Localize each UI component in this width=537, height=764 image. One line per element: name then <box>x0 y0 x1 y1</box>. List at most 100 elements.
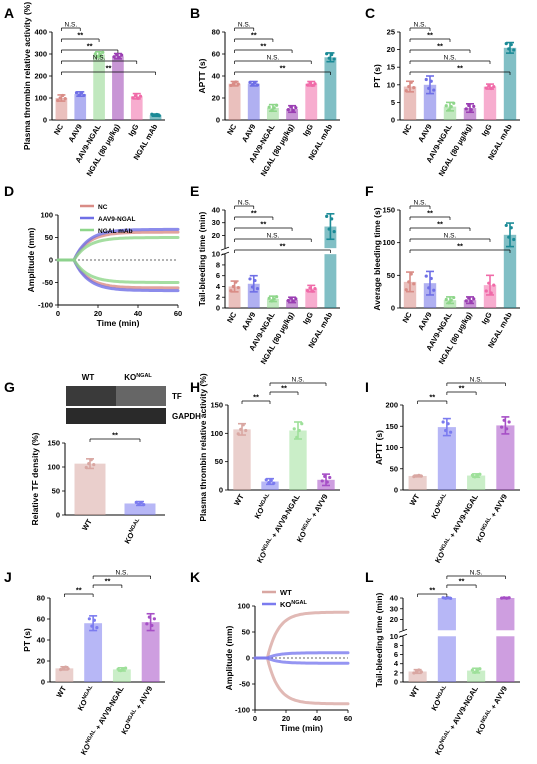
panel-j-data-point <box>61 666 65 670</box>
panel-l-data-point <box>473 670 477 674</box>
panel-c-y-tick-label: 20 <box>387 45 395 54</box>
panel-j-significance: ** <box>105 577 111 586</box>
panel-e-data-point <box>272 297 276 301</box>
panel-i-bar <box>467 475 486 490</box>
panel-l-y-tick-label: 6 <box>394 650 398 659</box>
panel-h-data-point <box>272 481 276 485</box>
panel-c-data-point <box>427 86 431 90</box>
panel-f-data-point <box>509 226 513 230</box>
panel-d-legend-label: NGAL mAb <box>98 228 133 235</box>
panel-i-x-tick-label: WT <box>408 492 422 507</box>
panel-a-data-point <box>61 93 65 98</box>
panel-j-data-point <box>59 668 63 672</box>
panel-b-significance: ** <box>251 31 257 40</box>
panel-l-data-point <box>419 670 423 674</box>
panel-a-data-point <box>77 93 81 97</box>
panel-g-y-tick-label: 100 <box>47 463 60 472</box>
panel-h-data-point <box>269 478 273 482</box>
panel-l-axis-break-mark <box>398 633 408 638</box>
panel-l-y-label: Tail-bleeding time (min) <box>374 592 384 687</box>
panel-c-bar <box>403 86 417 120</box>
panel-a-data-point <box>138 94 143 98</box>
panel-b-data-point <box>305 83 310 87</box>
panel-f-data-point <box>452 295 456 300</box>
panel-label-f: F <box>365 183 374 199</box>
panel-d-x-tick-label: 20 <box>94 309 102 318</box>
panel-e-bar <box>286 299 299 308</box>
panel-c-x-tick-label: NC <box>401 122 415 136</box>
panel-k-legend-label: WT <box>280 588 292 597</box>
panel-j-y-tick-label: 0 <box>41 678 45 687</box>
panel-e-data-point <box>325 214 329 218</box>
panel-i-significance: ** <box>429 393 435 402</box>
panel-g-data-point <box>89 458 93 462</box>
panel-h-data-point <box>297 428 301 433</box>
panel-a-data-point <box>157 114 161 118</box>
panel-e-significance: ** <box>260 220 266 229</box>
panel-c-bar <box>463 108 477 120</box>
panel-h-significance: N.S. <box>292 377 305 384</box>
panel-l-y-tick-label: 2 <box>394 668 398 677</box>
panel-d-legend-label: NC <box>98 204 108 211</box>
panel-c-bar <box>443 106 457 120</box>
panel-f-data-point <box>407 280 411 284</box>
panel-b-data-point <box>325 52 329 56</box>
panel-i-data-point <box>500 425 504 429</box>
panel-l-x-tick-label: KONGAL + AVV9 <box>474 685 509 736</box>
panel-l-y-tick-label: 20 <box>390 615 398 624</box>
panel-l-data-point <box>412 671 416 675</box>
panel-i-data-point <box>475 473 479 478</box>
panel-label-a: A <box>4 5 14 21</box>
panel-e-axis-break-mark <box>220 246 230 251</box>
panel-b-bar <box>266 107 279 120</box>
panel-c-data-point <box>424 77 428 82</box>
panel-a-data-point <box>96 54 100 59</box>
panel-e-y-tick-label: 20 <box>212 231 220 240</box>
panel-j-y-label: PT (s) <box>22 628 32 652</box>
panel-g-blot-label-ko: KONGAL <box>124 373 152 382</box>
panel-g-significance: ** <box>112 431 118 440</box>
panel-g-data-point <box>92 463 96 467</box>
panel-e-y-label: Tail-bleeding time (min) <box>197 211 207 306</box>
panel-a-data-point <box>115 53 119 57</box>
panel-l-y-tick-label: 40 <box>390 594 398 603</box>
panel-a-bar <box>130 96 143 120</box>
panel-l-data-point <box>470 668 474 672</box>
panel-l-axis-break <box>400 630 406 637</box>
panel-a-significance: ** <box>106 64 112 73</box>
panel-f-y-tick-label: 50 <box>387 271 395 280</box>
panel-a-x-tick-label: NC <box>52 122 66 136</box>
panel-e-y-tick-label: 10 <box>212 250 220 259</box>
panel-h-data-point <box>267 481 271 485</box>
panel-a-x-tick-label: IgG <box>126 122 140 137</box>
panel-h-data-point <box>300 422 304 426</box>
panel-a-data-point <box>63 97 67 101</box>
panel-a-y-tick-label: 300 <box>34 50 47 59</box>
panel-i-significance: N.S. <box>470 377 483 384</box>
panel-b-bar <box>247 83 260 120</box>
panel-e-y-tick-label: 4 <box>216 282 221 291</box>
panel-j-bar <box>84 623 103 682</box>
panel-h-bar <box>289 430 307 490</box>
panel-a-data-point <box>150 112 154 116</box>
panel-j-y-tick-label: 60 <box>37 615 45 624</box>
panel-e-significance: N.S. <box>267 233 280 240</box>
panel-j-significance: N.S. <box>116 570 129 577</box>
panel-i-bar <box>496 425 515 490</box>
panel-f-significance: ** <box>457 242 463 251</box>
panel-b-significance: ** <box>260 42 266 51</box>
panel-e-x-tick-label: IgG <box>301 310 315 325</box>
panel-e-data-point <box>248 277 252 281</box>
panel-a-data-point <box>136 96 140 100</box>
panel-k-y-label: Amplitude (mm) <box>224 625 234 690</box>
panel-d-series-lower <box>56 258 180 284</box>
panel-h-significance: ** <box>253 393 259 402</box>
panel-k-y-tick-label: 0 <box>246 654 250 663</box>
panel-a-y-tick-label: 0 <box>43 116 47 125</box>
panel-c-data-point <box>449 105 453 109</box>
panel-e-bar <box>266 298 279 308</box>
panel-b-x-tick-label: AAV9 <box>240 123 258 144</box>
panel-c-data-point <box>509 43 513 47</box>
panel-label-e: E <box>190 183 199 199</box>
panel-b-data-point <box>229 83 233 88</box>
